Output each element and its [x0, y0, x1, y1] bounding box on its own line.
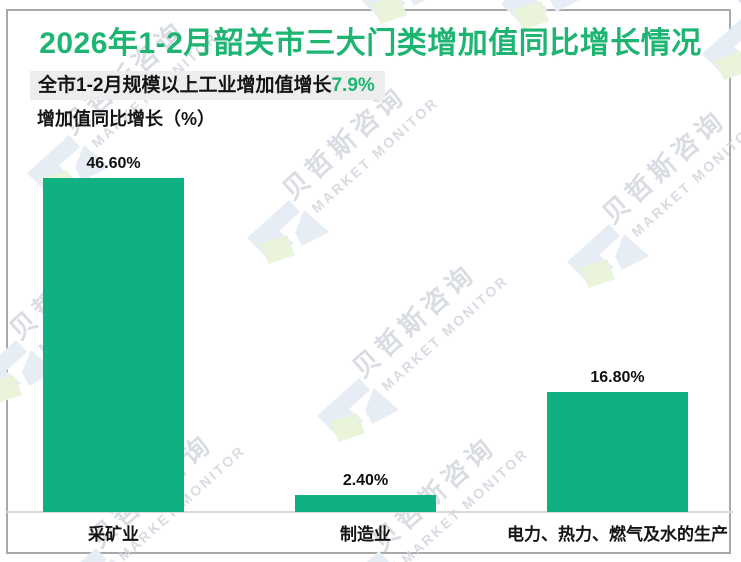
chart-subtitle: 全市1-2月规模以上工业增加值增长7.9%: [30, 71, 385, 100]
chart-title: 2026年1-2月韶关市三大门类增加值同比增长情况: [39, 27, 702, 60]
bar: [295, 495, 436, 512]
subtitle-highlight-value: 7.9%: [331, 75, 375, 96]
bar-value-label: 46.60%: [86, 155, 141, 172]
bar-category-label: 制造业: [340, 525, 391, 544]
x-axis-line: [7, 511, 733, 513]
bar-value-label: 2.40%: [342, 472, 389, 489]
bar: [43, 178, 184, 512]
bar-value-label: 16.80%: [590, 369, 645, 386]
y-axis-label: 增加值同比增长（%）: [37, 109, 216, 129]
bar-category-label: 采矿业: [88, 525, 139, 544]
subtitle-text: 全市1-2月规模以上工业增加值增长: [38, 75, 332, 96]
bar: [547, 392, 688, 512]
bar-category-label: 电力、热力、燃气及水的生产: [507, 525, 728, 544]
